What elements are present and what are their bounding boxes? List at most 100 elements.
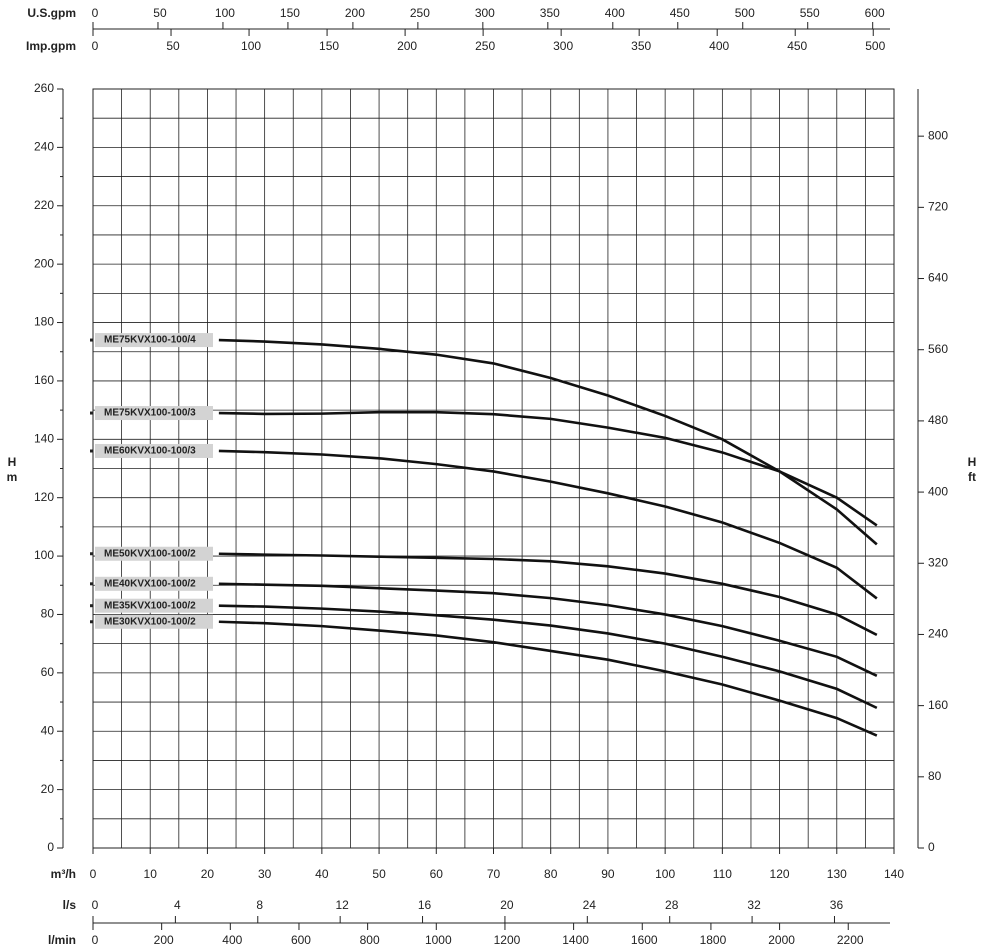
x-tick-label: 130 (827, 867, 847, 881)
y-tick-label: 260 (34, 81, 54, 95)
curve-label: ME35KVX100-100/2 (104, 600, 196, 611)
y2-tick-label: 400 (928, 484, 948, 498)
secondary-tick-label: 1200 (494, 933, 521, 947)
y2-tick-label: 320 (928, 555, 948, 569)
curve-label-box (95, 546, 213, 561)
y-tick-label: 200 (34, 256, 54, 270)
secondary-tick-label: 1000 (425, 933, 452, 947)
x-tick-label: 110 (713, 867, 732, 881)
y-tick-label: 60 (41, 665, 55, 679)
secondary-tick-label: 200 (154, 933, 174, 947)
x-tick-label: 80 (544, 867, 558, 881)
y-tick-label: 80 (41, 607, 55, 621)
x-tick-label: 30 (258, 867, 272, 881)
y2-tick-label: 80 (928, 769, 942, 783)
x-tick-label: 140 (884, 867, 904, 881)
pump-curve (218, 449, 878, 600)
curve-label-box (95, 598, 213, 613)
curve-label-box (95, 614, 213, 629)
curve-label-dot (90, 449, 93, 453)
secondary-tick-label: 600 (865, 6, 885, 20)
pump-curve (218, 410, 878, 527)
secondary-tick-label: 150 (319, 39, 339, 53)
curve-label-box (95, 443, 213, 458)
secondary-tick-label: 250 (475, 39, 495, 53)
curve-label: ME75KVX100-100/3 (104, 408, 196, 419)
secondary-tick-label: 1600 (631, 933, 658, 947)
secondary-tick-label: 350 (631, 39, 651, 53)
y-tick-label: 100 (34, 548, 54, 562)
y-axis-title: H (8, 455, 17, 469)
secondary-tick-label: 0 (92, 933, 99, 947)
secondary-axis-title: l/min (48, 933, 76, 947)
secondary-tick-label: 400 (709, 39, 729, 53)
y2-axis-title: ft (968, 470, 976, 484)
curve-label-dot (90, 620, 93, 624)
secondary-tick-label: 1400 (562, 933, 589, 947)
y2-tick-label: 240 (928, 627, 948, 641)
curve-label-dot (90, 604, 93, 608)
y-tick-label: 180 (34, 315, 54, 329)
secondary-tick-label: 36 (830, 898, 844, 912)
y-tick-label: 240 (34, 140, 54, 154)
secondary-tick-label: 12 (335, 898, 349, 912)
pump-curve (218, 552, 878, 637)
secondary-tick-label: 8 (256, 898, 263, 912)
secondary-tick-label: 350 (540, 6, 560, 20)
secondary-tick-label: 600 (291, 933, 311, 947)
secondary-axis-title: Imp.gpm (26, 39, 76, 53)
secondary-tick-label: 150 (280, 6, 300, 20)
secondary-tick-label: 20 (500, 898, 514, 912)
curve-label: ME40KVX100-100/2 (104, 578, 196, 589)
y2-tick-label: 560 (928, 342, 948, 356)
x-tick-label: 50 (372, 867, 386, 881)
curve-label: ME30KVX100-100/2 (104, 616, 196, 627)
y2-tick-label: 480 (928, 413, 948, 427)
secondary-tick-label: 32 (747, 898, 761, 912)
secondary-tick-label: 2200 (837, 933, 864, 947)
secondary-tick-label: 200 (397, 39, 417, 53)
x-tick-label: 20 (201, 867, 215, 881)
x-axis-title: m³/h (51, 867, 76, 881)
secondary-tick-label: 28 (665, 898, 679, 912)
secondary-tick-label: 2000 (768, 933, 795, 947)
secondary-tick-label: 300 (553, 39, 573, 53)
y2-tick-label: 640 (928, 271, 948, 285)
curve-label-box (95, 576, 213, 591)
secondary-tick-label: 4 (174, 898, 181, 912)
secondary-tick-label: 24 (583, 898, 597, 912)
secondary-tick-label: 100 (241, 39, 261, 53)
curve-label-dot (90, 582, 93, 586)
secondary-tick-label: 450 (670, 6, 690, 20)
secondary-tick-label: 0 (92, 6, 99, 20)
y2-tick-label: 800 (928, 128, 948, 142)
x-tick-label: 0 (90, 867, 97, 881)
pump-curve (218, 582, 878, 677)
secondary-tick-label: 500 (735, 6, 755, 20)
secondary-tick-label: 16 (418, 898, 432, 912)
y-tick-label: 120 (34, 490, 54, 504)
curve-label-dot (90, 338, 93, 342)
y2-tick-label: 720 (928, 200, 948, 214)
curve-label: ME50KVX100-100/2 (104, 548, 196, 559)
x-tick-label: 120 (770, 867, 790, 881)
secondary-tick-label: 400 (222, 933, 242, 947)
y2-axis-title: H (968, 455, 977, 469)
x-tick-label: 10 (144, 867, 158, 881)
curve-label: ME60KVX100-100/3 (104, 446, 196, 457)
secondary-tick-label: 400 (605, 6, 625, 20)
secondary-tick-label: 50 (166, 39, 180, 53)
secondary-tick-label: 100 (215, 6, 235, 20)
secondary-tick-label: 250 (410, 6, 430, 20)
secondary-tick-label: 200 (345, 6, 365, 20)
pump-curve (218, 338, 878, 546)
y-tick-label: 220 (34, 198, 54, 212)
x-tick-label: 60 (430, 867, 444, 881)
pump-curve (218, 620, 878, 737)
x-tick-label: 40 (315, 867, 329, 881)
secondary-tick-label: 1800 (700, 933, 727, 947)
pump-curve (218, 604, 878, 710)
secondary-tick-label: 800 (360, 933, 380, 947)
secondary-tick-label: 0 (92, 898, 99, 912)
